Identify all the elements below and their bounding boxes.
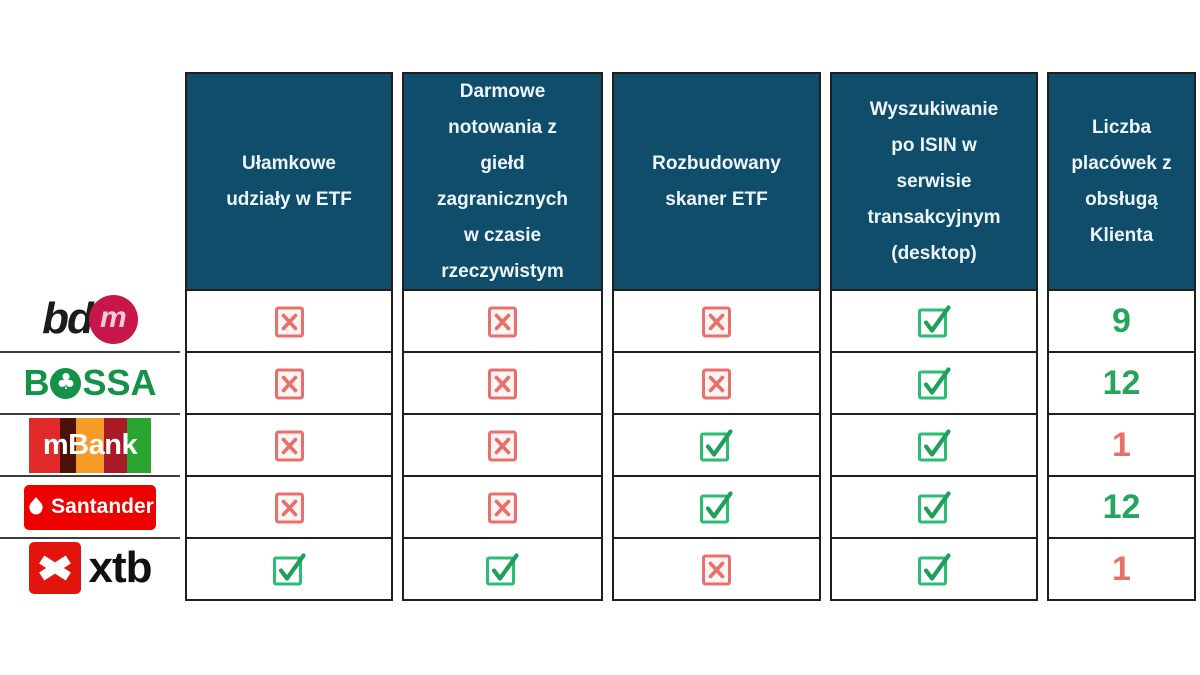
feature-cell (402, 415, 603, 477)
check-icon (700, 490, 733, 523)
mbank-stripe-maroon (104, 417, 127, 473)
feature-cell (402, 539, 603, 601)
bdm-logo: bd m (42, 294, 138, 344)
branch-count: 9 (1112, 301, 1131, 340)
column-header: Wyszukiwanie po ISIN w serwisie transakc… (830, 72, 1038, 291)
feature-cell (612, 477, 821, 539)
branch-count: 1 (1112, 425, 1131, 464)
cross-icon (702, 306, 731, 337)
column-header-label: Rozbudowany skaner ETF (652, 152, 781, 210)
feature-cell (612, 415, 821, 477)
broker-logo-xtb: xtb (0, 539, 180, 601)
feature-cell (185, 291, 393, 353)
bdm-circle-icon: m (88, 294, 138, 344)
branch-count: 12 (1102, 487, 1141, 526)
mbank-stripe-red (29, 417, 60, 473)
santander-wordmark: Santander (51, 495, 154, 518)
branch-count-cell: 9 (1047, 291, 1196, 353)
feature-cell (612, 291, 821, 353)
column-header: Ułamkowe udziały w ETF (185, 72, 393, 291)
cross-icon (274, 492, 304, 523)
feature-cell (402, 353, 603, 415)
column-header-label: Wyszukiwanie po ISIN w serwisie transakc… (867, 98, 1001, 264)
xtb-logo: xtb (28, 542, 153, 594)
logo-header-space (0, 72, 180, 291)
flame-icon (29, 497, 43, 515)
cross-icon (274, 430, 304, 461)
broker-logo-santander: Santander (0, 477, 180, 539)
feature-cell (185, 539, 393, 601)
feature-cell (830, 477, 1038, 539)
santander-logo: Santander (24, 484, 156, 530)
column-header: Liczba placówek z obsługą Klienta (1047, 72, 1196, 291)
cross-icon (274, 306, 304, 337)
branch-count: 12 (1102, 363, 1141, 402)
feature-cell (830, 539, 1038, 601)
feature-cell (185, 415, 393, 477)
check-icon (917, 490, 951, 523)
branch-count-cell: 12 (1047, 353, 1196, 415)
branch-count-cell: 1 (1047, 539, 1196, 601)
column-header-label: Ułamkowe udziały w ETF (226, 152, 352, 210)
check-icon (700, 428, 733, 461)
cross-icon (274, 368, 304, 399)
bdm-wordmark: bd (42, 294, 94, 343)
feature-cell (402, 291, 603, 353)
column-branches: Liczba placówek z obsługą Klienta 9 12 1… (1047, 72, 1196, 601)
column-fractional-etf: Ułamkowe udziały w ETF (185, 72, 393, 601)
mbank-wordmark: mBank (42, 428, 138, 461)
bossa-wordmark-ssa: SSA (82, 362, 157, 403)
cross-icon (488, 368, 517, 399)
bossa-logo: B ♣ SSA (23, 362, 156, 404)
branch-count-cell: 12 (1047, 477, 1196, 539)
bdm-circle-letter: m (100, 301, 127, 334)
broker-logo-bdm: bd m (0, 291, 180, 353)
check-icon (917, 304, 951, 337)
column-etf-scanner: Rozbudowany skaner ETF (612, 72, 821, 601)
xtb-x-icon (28, 542, 81, 594)
feature-cell (612, 353, 821, 415)
mbank-stripe-green (127, 417, 151, 473)
xtb-wordmark: xtb (88, 543, 153, 592)
mbank-stripe-orange (76, 417, 104, 473)
table-area: bd m B ♣ SSA (0, 72, 1196, 601)
feature-cell (830, 291, 1038, 353)
feature-cell (185, 477, 393, 539)
feature-cell (830, 353, 1038, 415)
column-free-quotes: Darmowe notowania z giełd zagranicznych … (402, 72, 603, 601)
feature-cell (830, 415, 1038, 477)
cross-icon (702, 554, 731, 585)
feature-cell (185, 353, 393, 415)
check-icon (917, 366, 951, 399)
check-icon (272, 552, 306, 585)
cross-icon (488, 492, 517, 523)
column-isin-search: Wyszukiwanie po ISIN w serwisie transakc… (830, 72, 1038, 601)
cross-icon (488, 306, 517, 337)
broker-logo-bossa: B ♣ SSA (0, 353, 180, 415)
broker-logo-column: bd m B ♣ SSA (0, 72, 180, 601)
clover-icon: ♣ (50, 367, 82, 399)
branch-count-cell: 1 (1047, 415, 1196, 477)
check-icon (917, 552, 951, 585)
cross-icon (702, 368, 731, 399)
mbank-logo: mBank (29, 417, 151, 473)
bossa-wordmark-b: B (23, 362, 50, 403)
column-header-label: Darmowe notowania z giełd zagranicznych … (437, 80, 568, 282)
column-header: Darmowe notowania z giełd zagranicznych … (402, 72, 603, 291)
check-icon (486, 552, 519, 585)
column-header-label: Liczba placówek z obsługą Klienta (1071, 116, 1172, 246)
column-header: Rozbudowany skaner ETF (612, 72, 821, 291)
feature-cell (612, 539, 821, 601)
branch-count: 1 (1112, 549, 1131, 588)
mbank-stripe-dark (60, 417, 76, 473)
cross-icon (488, 430, 517, 461)
check-icon (917, 428, 951, 461)
broker-logo-mbank: mBank (0, 415, 180, 477)
feature-cell (402, 477, 603, 539)
